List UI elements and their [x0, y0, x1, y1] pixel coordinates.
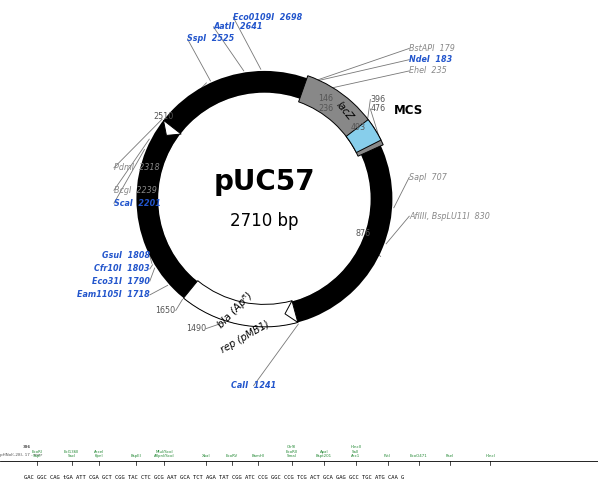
Text: 1490: 1490: [186, 324, 206, 333]
Text: pUC57: pUC57: [213, 167, 315, 196]
Wedge shape: [346, 120, 381, 153]
Text: AflIII, BspLU11I  830: AflIII, BspLU11I 830: [409, 212, 490, 221]
Text: AcceI
KpnI: AcceI KpnI: [93, 450, 104, 458]
Text: BcgI  2239: BcgI 2239: [114, 186, 157, 195]
Text: MluI/ScoI
AflpnI/ScoI: MluI/ScoI AflpnI/ScoI: [154, 450, 175, 458]
Text: 2510: 2510: [153, 112, 173, 121]
Text: BamHI: BamHI: [252, 454, 265, 458]
Text: HincI: HincI: [486, 454, 495, 458]
Text: PaeI: PaeI: [446, 454, 454, 458]
Text: SapI  707: SapI 707: [409, 173, 447, 182]
Text: Ecl136II
SacI: Ecl136II SacI: [64, 450, 80, 458]
Text: CaII  1241: CaII 1241: [231, 381, 276, 390]
Text: MCS: MCS: [394, 104, 423, 117]
Text: 146: 146: [319, 94, 334, 103]
Text: 2710 bp: 2710 bp: [230, 212, 298, 230]
Text: lacZ: lacZ: [334, 100, 355, 122]
Text: EcoRV: EcoRV: [226, 454, 238, 458]
Wedge shape: [136, 71, 392, 327]
Text: 1650: 1650: [155, 306, 176, 315]
Wedge shape: [184, 281, 298, 327]
Text: BstAPI  179: BstAPI 179: [409, 44, 455, 53]
Text: PdmI  2318: PdmI 2318: [114, 164, 160, 172]
Text: AatII  2641: AatII 2641: [213, 22, 263, 31]
Polygon shape: [163, 120, 181, 136]
Text: Cfr10I  1803: Cfr10I 1803: [94, 264, 150, 273]
Text: EcoRI
SapI: EcoRI SapI: [32, 450, 42, 458]
Text: BspEI: BspEI: [131, 454, 142, 458]
Text: 396: 396: [370, 95, 386, 104]
Text: XbaI: XbaI: [202, 454, 210, 458]
Wedge shape: [298, 76, 383, 156]
Text: Cfr9I
EcoRII
SmaI: Cfr9I EcoRII SmaI: [286, 445, 298, 458]
Text: HincII
SalI
Acc1: HincII SalI Acc1: [350, 445, 361, 458]
Text: ScaI  2201: ScaI 2201: [114, 199, 161, 208]
Text: Eam1105I  1718: Eam1105I 1718: [77, 290, 150, 299]
Text: PstI: PstI: [384, 454, 391, 458]
Text: SspI  2525: SspI 2525: [187, 34, 234, 43]
Text: EheI  235: EheI 235: [409, 67, 447, 76]
Text: rep (pMB1): rep (pMB1): [219, 319, 271, 355]
Text: EcoO471: EcoO471: [410, 454, 428, 458]
Text: Eco0109I  2698: Eco0109I 2698: [233, 13, 303, 22]
Text: 476: 476: [370, 104, 386, 113]
Text: GAC GGC CAG tGA ATT CGA GCT CGG TAC CTC GCG AAT GCA TCT AGA TAT CGG ATC CCG GGC : GAC GGC CAG tGA ATT CGA GCT CGG TAC CTC …: [24, 475, 404, 480]
Text: 876: 876: [355, 229, 370, 238]
Text: NdeI  183: NdeI 183: [409, 55, 453, 64]
Text: 493: 493: [351, 123, 366, 132]
Text: 236: 236: [319, 104, 334, 113]
Text: pHNol(-28), 17 - mer: pHNol(-28), 17 - mer: [0, 453, 42, 457]
Text: Eco31I  1790: Eco31I 1790: [92, 276, 150, 286]
Text: ApaI
Bspt201: ApaI Bspt201: [316, 450, 332, 458]
Circle shape: [159, 93, 370, 304]
Polygon shape: [285, 301, 298, 323]
Text: bla (Apᴿ): bla (Apᴿ): [216, 291, 255, 331]
Text: GsuI  1808: GsuI 1808: [102, 251, 150, 260]
Text: 396: 396: [23, 445, 31, 449]
